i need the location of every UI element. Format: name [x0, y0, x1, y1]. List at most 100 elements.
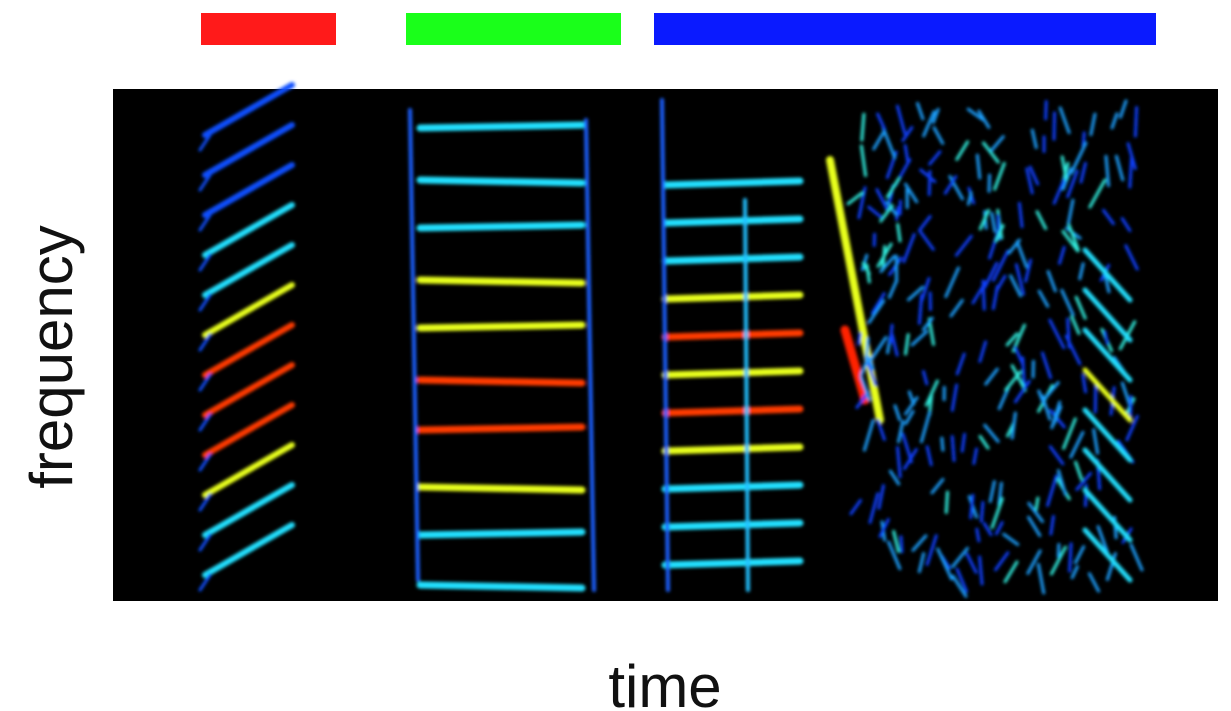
harmonic-trace [951, 574, 968, 598]
harmonic-trace [877, 484, 885, 510]
harmonic-trace [202, 362, 295, 418]
harmonic-trace [978, 208, 991, 231]
harmonic-trace [198, 213, 212, 232]
harmonic-trace [416, 423, 586, 434]
harmonic-trace [1044, 99, 1048, 121]
harmonic-trace [876, 419, 886, 441]
harmonic-trace [1082, 367, 1133, 423]
harmonic-trace [881, 126, 897, 160]
harmonic-trace [416, 276, 586, 287]
harmonic-trace [997, 481, 1003, 507]
segment-bar-red [201, 13, 336, 45]
harmonic-trace [202, 162, 295, 218]
harmonic-trace [870, 292, 886, 315]
harmonic-trace [416, 528, 586, 539]
harmonic-trace [1088, 178, 1107, 209]
harmonic-trace [1009, 274, 1023, 298]
harmonic-trace [966, 191, 973, 206]
harmonic-trace [1125, 414, 1139, 442]
harmonic-trace [896, 445, 902, 479]
harmonic-trace [661, 177, 804, 189]
harmonic-trace [1007, 238, 1021, 255]
harmonic-trace [1061, 229, 1080, 253]
harmonic-trace [862, 418, 875, 452]
harmonic-trace [911, 534, 928, 552]
harmonic-trace [997, 386, 1010, 411]
harmonic-trace [202, 402, 295, 458]
harmonic-trace [984, 367, 999, 386]
harmonic-trace [1050, 400, 1062, 430]
harmonic-trace [660, 98, 670, 592]
harmonic-trace [661, 329, 804, 341]
harmonic-trace [1120, 381, 1132, 409]
harmonic-trace [661, 291, 804, 303]
harmonic-trace [1010, 411, 1017, 440]
harmonic-trace [949, 298, 964, 318]
harmonic-trace [902, 232, 916, 264]
harmonic-trace [1021, 356, 1026, 388]
y-axis-label: frequency [18, 225, 85, 489]
harmonic-trace [416, 483, 586, 494]
harmonic-trace [936, 547, 954, 581]
harmonic-trace [849, 498, 863, 516]
harmonic-trace [846, 191, 864, 206]
harmonic-trace [895, 104, 907, 135]
harmonic-trace [1017, 201, 1024, 229]
harmonic-trace [202, 82, 295, 138]
harmonic-trace [416, 581, 586, 592]
harmonic-trace [198, 573, 212, 592]
harmonic-trace [661, 215, 804, 227]
harmonic-trace [1101, 208, 1115, 226]
harmonic-trace [416, 376, 586, 387]
harmonic-trace [1034, 496, 1040, 512]
harmonic-trace [906, 285, 925, 302]
harmonic-trace [1035, 210, 1048, 231]
harmonic-trace [927, 169, 932, 197]
harmonic-trace [994, 224, 1005, 243]
harmonic-trace [930, 477, 945, 495]
harmonic-trace [876, 242, 893, 268]
harmonic-trace [661, 443, 804, 455]
harmonic-trace [202, 242, 295, 298]
harmonic-trace [1074, 545, 1086, 565]
harmonic-trace [1048, 445, 1065, 466]
harmonic-trace [1037, 389, 1046, 405]
harmonic-trace [975, 153, 982, 180]
harmonic-trace [202, 482, 295, 538]
segment-bar-blue [654, 13, 1156, 45]
harmonic-trace [910, 329, 929, 347]
harmonic-trace [990, 135, 1005, 152]
harmonic-trace [1066, 169, 1079, 199]
harmonic-trace [960, 432, 967, 453]
segment-bar-green [406, 13, 621, 45]
harmonic-trace [1103, 330, 1109, 346]
harmonic-trace [1015, 240, 1029, 269]
harmonic-trace [1069, 430, 1085, 459]
harmonic-trace [994, 521, 1004, 536]
harmonic-trace [867, 299, 886, 325]
harmonic-trace [922, 110, 936, 138]
harmonic-trace [1104, 154, 1111, 188]
harmonic-trace [875, 188, 890, 212]
harmonic-trace [978, 340, 988, 363]
harmonic-trace [918, 214, 932, 231]
harmonic-trace [1014, 263, 1025, 296]
harmonic-trace [1041, 351, 1053, 380]
harmonic-trace [1025, 167, 1034, 195]
harmonic-trace [661, 557, 804, 569]
harmonic-trace [202, 282, 295, 338]
harmonic-trace [878, 517, 890, 538]
harmonic-trace [1056, 469, 1067, 496]
harmonic-trace [1003, 560, 1019, 584]
harmonic-trace [1060, 288, 1075, 317]
harmonic-trace [872, 131, 885, 151]
harmonic-trace [1037, 289, 1050, 308]
harmonic-trace [897, 419, 905, 444]
harmonic-trace [879, 254, 896, 273]
harmonic-trace [1118, 99, 1128, 119]
harmonic-trace [950, 434, 956, 462]
harmonic-trace [1005, 332, 1019, 347]
harmonic-trace [1129, 543, 1144, 572]
harmonic-trace [917, 294, 924, 325]
harmonic-trace [861, 261, 871, 276]
